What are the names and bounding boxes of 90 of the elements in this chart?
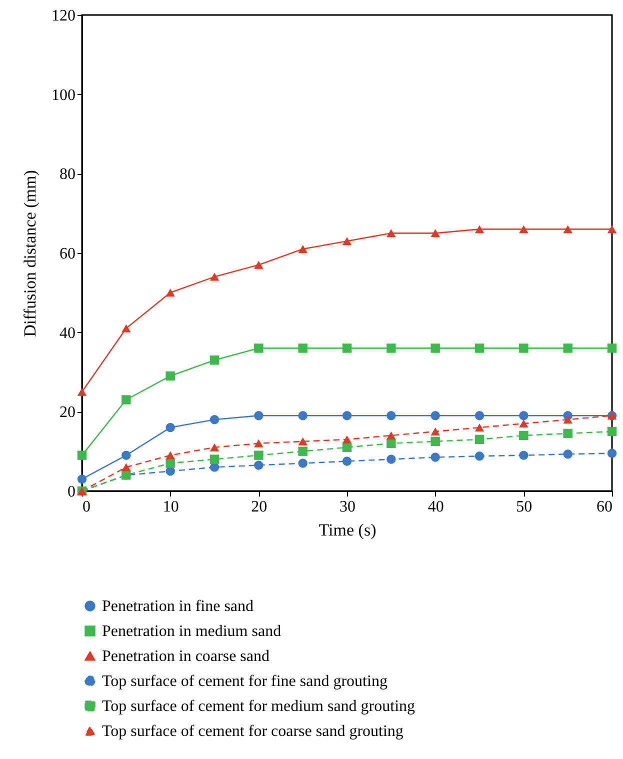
y-tick-label: 0 — [68, 484, 76, 500]
point — [519, 344, 528, 353]
y-tick-label: 120 — [52, 8, 76, 24]
point — [122, 450, 131, 460]
x-tick-label: 40 — [428, 498, 444, 516]
point — [607, 344, 617, 353]
point — [210, 454, 220, 464]
y-tick-label: 40 — [60, 324, 76, 342]
y-axis-title: Diffusion distance (mm) — [20, 170, 40, 337]
x-tick-label: 60 — [596, 498, 612, 516]
y-tick-label: 60 — [60, 246, 76, 262]
point — [254, 411, 264, 420]
point — [430, 428, 440, 436]
point — [254, 344, 264, 353]
y-tick-label: 20 — [60, 404, 76, 422]
point — [607, 426, 617, 436]
point — [254, 450, 264, 460]
point — [430, 411, 440, 420]
point — [386, 229, 396, 238]
point — [254, 260, 264, 269]
point — [474, 451, 484, 461]
point — [166, 451, 175, 460]
point — [342, 435, 352, 444]
point — [77, 474, 87, 484]
x-tick-label: 0 — [82, 498, 90, 516]
point — [342, 456, 352, 466]
legend-label: Top surface of cement for coarse sand grouting — [102, 723, 404, 740]
y-tick-label: 100 — [52, 86, 76, 104]
point — [474, 424, 484, 432]
point — [166, 288, 175, 297]
point — [563, 450, 572, 459]
point — [430, 229, 440, 238]
legend-label: Top surface of cement for fine sand grouting — [102, 673, 388, 690]
point — [342, 237, 352, 246]
legend-label: Penetration in medium sand — [102, 623, 282, 640]
point — [519, 430, 528, 440]
point — [342, 344, 352, 353]
point — [254, 439, 264, 448]
point — [607, 225, 617, 234]
point — [430, 452, 440, 462]
x-tick-label: 20 — [251, 498, 268, 516]
point — [563, 225, 572, 234]
point — [298, 344, 308, 353]
point — [386, 454, 396, 464]
x-tick-label: 50 — [516, 498, 532, 516]
point — [519, 225, 528, 234]
point — [166, 422, 175, 432]
point — [430, 344, 440, 353]
point — [386, 344, 396, 353]
point — [77, 388, 87, 396]
point — [474, 225, 484, 234]
x-tick-label: 30 — [340, 498, 356, 516]
point — [386, 438, 396, 448]
point — [122, 324, 131, 332]
point — [210, 355, 220, 365]
point — [563, 428, 572, 438]
point — [166, 458, 175, 468]
point — [563, 344, 572, 353]
legend-label: Penetration in coarse sand — [102, 648, 270, 665]
point — [474, 344, 484, 353]
x-tick-label: 10 — [162, 498, 179, 516]
point — [386, 411, 396, 420]
point — [342, 442, 352, 452]
legend-label: Top surface of cement for medium sand grouting — [102, 698, 416, 715]
point — [474, 434, 484, 444]
point — [298, 437, 308, 446]
point — [122, 395, 131, 404]
x-axis-title: Time (s) — [318, 520, 376, 540]
point — [342, 411, 352, 420]
point — [298, 458, 308, 468]
point — [210, 443, 220, 452]
point — [298, 411, 308, 420]
point — [519, 450, 528, 460]
point — [77, 450, 87, 460]
point — [122, 463, 131, 472]
point — [519, 411, 528, 420]
point — [386, 431, 396, 440]
point — [254, 460, 264, 470]
point — [166, 371, 175, 381]
point — [210, 415, 220, 424]
point — [430, 436, 440, 446]
point — [474, 411, 484, 420]
point — [519, 420, 528, 428]
legend-label: Penetration in fine sand — [102, 598, 254, 615]
point — [563, 416, 572, 424]
point — [210, 272, 220, 281]
point — [298, 446, 308, 456]
point — [607, 448, 617, 458]
point — [298, 245, 308, 254]
y-tick-label: 80 — [60, 166, 76, 184]
